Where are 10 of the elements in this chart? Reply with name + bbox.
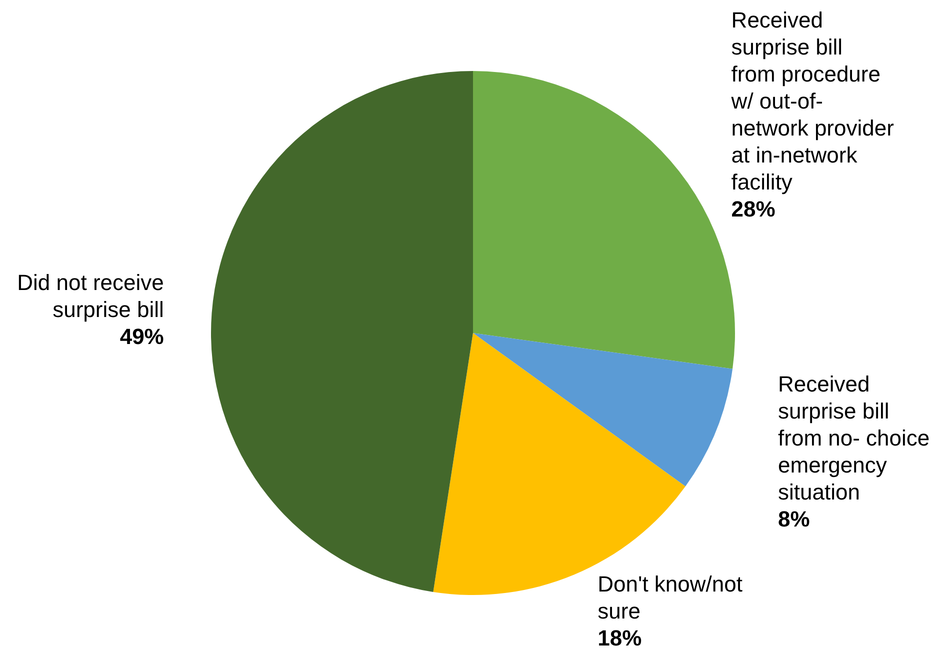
slice-label: Received surprise bill from no- choice emergency situation: [778, 372, 930, 505]
slice-label: Don't know/not sure: [598, 572, 742, 624]
data-label: 18%: [598, 626, 642, 651]
pie-slice: [473, 333, 733, 486]
data-label: 28%: [731, 196, 776, 222]
data-label: 8%: [778, 506, 810, 532]
pie-slice: [211, 71, 473, 592]
data-label: 49%: [120, 324, 164, 349]
slice-label: Did not receive surprise bill: [17, 270, 164, 322]
slice-label: Received surprise bill from procedure w/ out-of-network provider at in-network facility: [730, 7, 894, 194]
